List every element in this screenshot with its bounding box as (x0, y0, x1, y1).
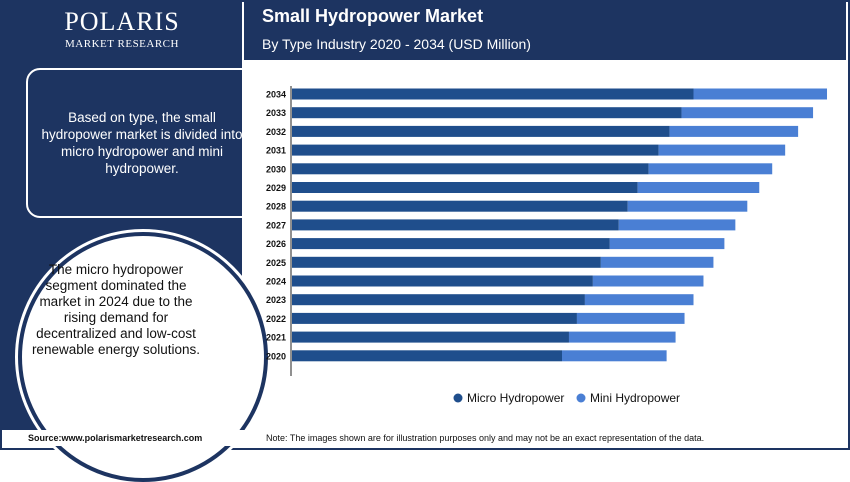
bar-micro-2028 (292, 200, 628, 212)
bar-mini-2028 (627, 200, 748, 212)
bar-mini-2026 (609, 238, 725, 250)
bar-micro-2030 (292, 163, 649, 175)
bar-mini-2022 (576, 312, 685, 324)
bar-mini-2024 (592, 275, 704, 287)
logo-tagline: MARKET RESEARCH (65, 38, 179, 50)
bar-micro-2022 (292, 312, 577, 324)
legend-swatch-mini (576, 393, 586, 403)
summary-box: Based on type, the small hydropower mark… (26, 68, 258, 218)
highlight-text: The micro hydropower segment dominated t… (31, 262, 201, 357)
y-tick-label: 2023 (266, 295, 286, 305)
bar-mini-2030 (648, 163, 773, 175)
y-tick-label: 2031 (266, 146, 286, 156)
bar-chart: 2034 2033 2032 2031 2030 2029 2028 2027 2026 2025… (266, 86, 828, 405)
chart-title: Small Hydropower Market (262, 6, 484, 26)
header-bar (244, 2, 846, 60)
bar-mini-2021 (568, 331, 676, 343)
bar-mini-2029 (637, 182, 760, 193)
y-tick-label: 2034 (266, 90, 286, 100)
bar-mini-2034 (693, 88, 828, 100)
bar-micro-2027 (292, 219, 619, 231)
y-tick-label: 2028 (266, 202, 286, 212)
bar-micro-2020 (292, 350, 562, 362)
bar-micro-2026 (292, 238, 610, 250)
footer: Source:www.polarismarketresearch.com Not… (2, 430, 846, 446)
bar-mini-2032 (669, 125, 799, 137)
footer-note: Note: The images shown are for illustrat… (266, 433, 705, 443)
bar-mini-2031 (658, 144, 786, 156)
bars-group: 2034 2033 2032 2031 2030 2029 2028 2027 2026 2025… (266, 88, 828, 362)
bar-mini-2023 (584, 294, 694, 306)
legend-swatch-micro (453, 393, 463, 403)
y-tick-label: 2020 (266, 351, 286, 361)
legend-label-micro: Micro Hydropower (467, 391, 564, 405)
y-tick-label: 2021 (266, 333, 286, 343)
y-tick-label: 2030 (266, 164, 286, 174)
legend: Micro Hydropower Mini Hydropower (453, 391, 680, 405)
y-tick-label: 2026 (266, 239, 286, 249)
bar-mini-2027 (618, 219, 736, 231)
bar-micro-2024 (292, 275, 593, 287)
bar-mini-2025 (600, 256, 714, 268)
y-tick-label: 2025 (266, 258, 286, 268)
y-tick-label: 2032 (266, 127, 286, 137)
chart-subtitle: By Type Industry 2020 - 2034 (USD Millio… (262, 36, 531, 52)
logo: POLARIS MARKET RESEARCH (2, 7, 242, 51)
bar-micro-2023 (292, 294, 585, 306)
y-tick-label: 2027 (266, 220, 286, 230)
y-tick-label: 2024 (266, 277, 286, 287)
bar-micro-2034 (292, 88, 694, 100)
bar-micro-2025 (292, 256, 601, 268)
summary-text: Based on type, the small hydropower mark… (41, 110, 243, 176)
y-tick-label: 2022 (266, 314, 286, 324)
bar-micro-2031 (292, 144, 659, 156)
y-tick-label: 2033 (266, 108, 286, 118)
legend-label-mini: Mini Hydropower (590, 391, 680, 405)
footer-source: Source:www.polarismarketresearch.com (28, 433, 203, 443)
bar-micro-2029 (292, 182, 638, 193)
y-tick-label: 2029 (266, 183, 286, 193)
bar-micro-2021 (292, 331, 569, 343)
bar-mini-2033 (681, 107, 814, 119)
bar-mini-2020 (561, 350, 667, 362)
logo-name: POLARIS (64, 7, 180, 36)
bar-micro-2032 (292, 125, 670, 137)
bar-micro-2033 (292, 107, 682, 119)
